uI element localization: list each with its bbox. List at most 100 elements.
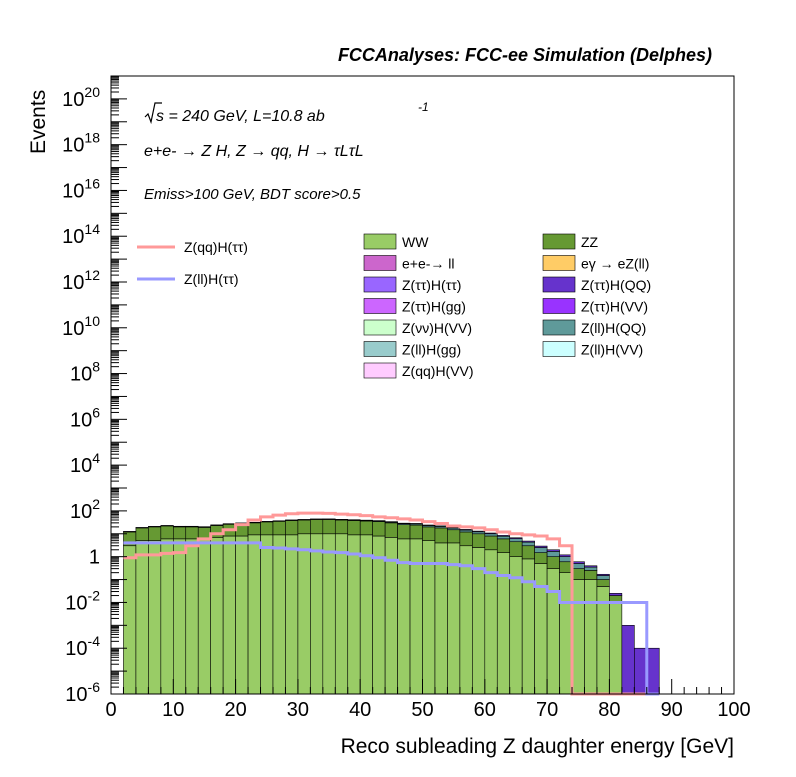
stack-bar-segment xyxy=(360,535,372,694)
stack-bar-segment xyxy=(522,559,534,694)
stack-bar-segment xyxy=(572,580,584,694)
stack-bar-segment xyxy=(323,534,335,694)
stack-bar-segment xyxy=(285,535,297,694)
stack-bar-segment xyxy=(510,539,522,542)
stack-bar-segment xyxy=(547,569,559,694)
y-tick-label: 10-4 xyxy=(65,633,100,660)
stack-bar-segment xyxy=(273,521,285,535)
y-tick-label: 10-2 xyxy=(65,587,100,614)
stack-bar-segment xyxy=(335,520,347,534)
stack-bar-segment xyxy=(522,546,534,559)
x-tick-label: 30 xyxy=(287,699,309,721)
x-tick-label: 100 xyxy=(717,699,750,721)
stack-bar-segment xyxy=(460,529,472,530)
stack-bar-segment xyxy=(348,535,360,694)
legend-swatch xyxy=(543,256,575,271)
legend-label: eγ → eZ(ll) xyxy=(581,256,649,272)
legend-label: Z(ττ)H(VV) xyxy=(581,299,648,315)
legend-swatch xyxy=(364,299,396,314)
stack-bar-segment xyxy=(572,562,584,564)
stack-bar-segment xyxy=(572,569,584,580)
stack-bar-segment xyxy=(572,564,584,569)
stack-bar-segment xyxy=(535,548,547,553)
stack-bar-segment xyxy=(510,538,522,539)
stack-bar-segment xyxy=(485,534,497,536)
y-tick-label: 108 xyxy=(70,359,100,386)
x-tick-label: 90 xyxy=(661,699,683,721)
cuts-label: Emiss>100 GeV, BDT score>0.5 xyxy=(144,186,361,203)
stack-bar-segment xyxy=(423,527,435,541)
y-tick-label: 106 xyxy=(70,404,100,431)
legend-swatch xyxy=(364,277,396,292)
stack-bar-segment xyxy=(223,536,235,694)
stack-bar-segment xyxy=(285,521,297,535)
x-tick-label: 40 xyxy=(349,699,371,721)
stack-bar-segment xyxy=(310,534,322,694)
y-tick-label: 1018 xyxy=(62,130,100,157)
stack-bar-segment xyxy=(535,564,547,694)
stack-bar-segment xyxy=(248,535,260,694)
stack-bar-segment xyxy=(609,593,621,595)
stack-bar-segment xyxy=(298,520,310,534)
y-axis: 10-610-410-21102104106108101010121014101… xyxy=(62,77,127,706)
y-tick-label: 1016 xyxy=(62,175,100,202)
stack-bar-segment xyxy=(136,528,148,541)
x-axis-label: Reco subleading Z daughter energy [GeV] xyxy=(341,735,734,758)
stack-bar-segment xyxy=(236,536,248,694)
stack-bar-segment xyxy=(535,546,547,547)
stack-bar-segment xyxy=(385,523,397,537)
stack-bar-segment xyxy=(186,539,198,694)
legend-label: WW xyxy=(402,234,429,250)
stack-bar-segment xyxy=(173,539,185,694)
stack-bar-segment xyxy=(211,525,223,537)
y-axis-label: Events xyxy=(27,90,50,154)
stack-bar-segment xyxy=(485,533,497,534)
stack-bar-segment xyxy=(136,541,148,694)
stack-bar-segment xyxy=(472,534,484,548)
stack-bar-segment xyxy=(211,537,223,694)
stack-bar-segment xyxy=(560,555,572,557)
stack-bar-segment xyxy=(186,527,198,539)
stack-bar-segment xyxy=(584,567,596,570)
x-tick-label: 0 xyxy=(105,699,116,721)
stack-bar-segment xyxy=(373,536,385,694)
stack-bar-segment xyxy=(173,527,185,539)
stack-bar-segment xyxy=(647,648,659,694)
stack-bar-segment xyxy=(560,562,572,573)
legend-label: Z(ττ)H(ττ) xyxy=(402,277,461,293)
stack-bar-segment xyxy=(410,525,422,539)
legend-label: Z(ττ)H(QQ) xyxy=(581,277,651,293)
stack-bar-segment xyxy=(373,522,385,536)
stack-bar-segment xyxy=(161,539,173,694)
legend-label: Z(ττ)H(gg) xyxy=(402,299,466,315)
stack-bar-segment xyxy=(123,546,135,694)
stack-bar-segment xyxy=(584,566,596,567)
stack-bar-segment xyxy=(335,534,347,694)
stack-bar-segment xyxy=(472,531,484,532)
stack-bar-segment xyxy=(148,541,160,694)
annotations: s = 240 GeV, L=10.8 ab -1 e+e- → Z H, Z … xyxy=(144,100,429,203)
stack-bar-segment xyxy=(198,539,210,694)
stack-bar-segment xyxy=(597,580,609,587)
stack-bar-segment xyxy=(535,553,547,564)
y-tick-label: 1020 xyxy=(62,84,100,111)
legend-swatch xyxy=(364,234,396,249)
stack-bar-segment xyxy=(584,580,596,694)
legend-swatch xyxy=(364,363,396,378)
stack-bar-segment xyxy=(261,535,273,694)
legend-label: Z(ll)H(VV) xyxy=(581,342,643,358)
legend-label: Z(νν)H(VV) xyxy=(402,320,472,336)
stack-bar-segment xyxy=(560,557,572,562)
stack-bar-segment xyxy=(609,602,621,694)
stack-bar-segment xyxy=(398,525,410,539)
stack-bar-segment xyxy=(298,534,310,694)
legend-swatch xyxy=(364,320,396,335)
legend-label: Z(ll)H(QQ) xyxy=(581,320,646,336)
plot-area xyxy=(123,513,659,694)
stack-bar-segment xyxy=(198,527,210,538)
stack-bar-segment xyxy=(435,526,447,527)
x-tick-label: 20 xyxy=(224,699,246,721)
legend-label: Z(qq)H(ττ) xyxy=(184,239,248,255)
stack-bar-segment xyxy=(248,523,260,535)
